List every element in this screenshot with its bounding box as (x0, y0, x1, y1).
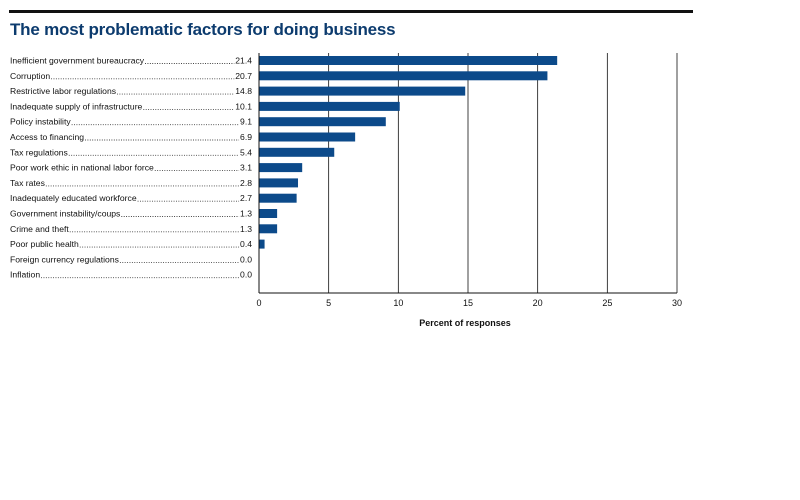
row-value-label: 20.7 (235, 71, 252, 81)
x-axis-title: Percent of responses (419, 318, 511, 328)
row-value-label: 9.1 (240, 117, 252, 127)
row-value-label: 2.7 (240, 193, 252, 203)
x-tick-label: 20 (533, 298, 543, 308)
row-value-label: 5.4 (240, 147, 252, 157)
row-label: Inflation (10, 270, 40, 280)
row-label: Corruption (10, 71, 50, 81)
row-value-label: 0.4 (240, 239, 252, 249)
x-tick-label: 5 (326, 298, 331, 308)
row-value-label: 1.3 (240, 224, 252, 234)
bar (259, 101, 400, 111)
bar (259, 56, 558, 65)
bar (259, 209, 278, 218)
row-value-label: 0.0 (240, 270, 252, 280)
row-label: Restrictive labor regulations (10, 86, 116, 96)
bar (259, 132, 356, 142)
x-tick-label: 10 (393, 298, 403, 308)
row-label: Inadequate supply of infrastructure (10, 101, 143, 111)
chart-title: The most problematic factors for doing b… (10, 20, 396, 39)
bar (259, 71, 548, 81)
bar (259, 178, 299, 188)
row-label: Policy instability (10, 117, 71, 127)
row-value-label: 14.8 (235, 86, 252, 96)
row-label: Tax regulations (10, 147, 68, 157)
row-label: Inadequately educated workforce (10, 193, 137, 203)
top-rule (9, 10, 693, 13)
row-label: Crime and theft (10, 224, 69, 234)
bar (259, 117, 386, 127)
row-label: Government instability/coups (10, 209, 120, 219)
row-label: Foreign currency regulations (10, 254, 119, 264)
bar (259, 239, 265, 249)
bar (259, 147, 335, 157)
x-tick-label: 0 (256, 298, 261, 308)
row-value-label: 6.9 (240, 132, 252, 142)
row-label: Poor public health (10, 239, 79, 249)
row-label: Access to financing (10, 132, 84, 142)
bar (259, 193, 297, 203)
row-label: Inefficient government bureaucracy (10, 56, 145, 66)
x-tick-label: 15 (463, 298, 473, 308)
bar (259, 86, 466, 96)
row-value-label: 2.8 (240, 178, 252, 188)
x-tick-label: 30 (672, 298, 682, 308)
row-label: Tax rates (10, 178, 45, 188)
x-tick-label: 25 (602, 298, 612, 308)
bar (259, 163, 303, 173)
row-value-label: 0.0 (240, 254, 252, 264)
row-value-label: 3.1 (240, 163, 252, 173)
bar (259, 224, 278, 234)
row-label: Poor work ethic in national labor force (10, 163, 154, 173)
row-value-label: 21.4 (235, 56, 252, 66)
row-value-label: 10.1 (235, 101, 252, 111)
row-value-label: 1.3 (240, 209, 252, 219)
